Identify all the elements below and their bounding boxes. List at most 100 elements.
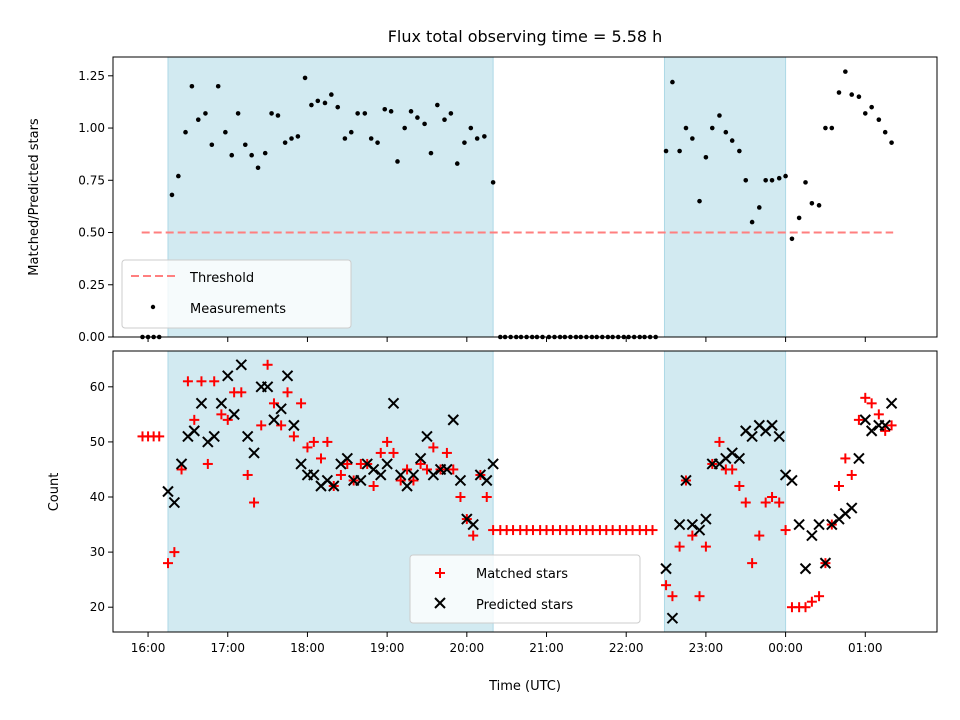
measurement-point: [382, 106, 388, 112]
predicted-star-point: [826, 518, 838, 531]
predicted-star-point: [660, 562, 672, 575]
measurement-point: [468, 125, 474, 131]
predicted-star-point: [859, 414, 871, 426]
predicted-star-point: [208, 430, 220, 443]
measurement-point: [335, 104, 341, 110]
measurement-point: [889, 140, 894, 145]
predicted-star-point: [248, 447, 260, 459]
predicted-star-point: [793, 518, 805, 531]
bottom-y-tick-label: 60: [90, 380, 105, 394]
measurement-point: [783, 173, 788, 179]
measurement-point: [709, 125, 715, 131]
top-legend: Threshold Measurements: [121, 259, 352, 329]
predicted-star-point: [885, 397, 898, 410]
matched-star-point: [754, 530, 765, 541]
matched-star-point: [242, 469, 253, 480]
top-y-tick-label: 1.25: [78, 69, 105, 83]
bottom-shaded-interval: [663, 350, 787, 633]
predicted-star-point: [188, 425, 200, 437]
measurement-point: [203, 111, 208, 116]
predicted-star-point: [680, 474, 692, 487]
measurement-point: [235, 111, 241, 116]
predicted-star-point: [414, 452, 427, 465]
measurement-point: [862, 111, 868, 116]
matched-star-point: [402, 464, 413, 475]
predicted-star-point: [819, 557, 832, 569]
matched-star-point: [846, 469, 857, 480]
legend-measurements-label: Measurements: [190, 302, 286, 317]
top-y-tick-label: 0.50: [78, 226, 105, 240]
predicted-star-point: [853, 452, 865, 465]
predicted-star-point: [487, 458, 499, 470]
matched-star-point: [408, 475, 419, 486]
matched-star-point: [774, 497, 785, 508]
matched-star-point: [202, 458, 213, 469]
measurement-point: [302, 75, 308, 81]
matched-star-point: [840, 453, 851, 464]
matched-star-point: [767, 492, 778, 503]
predicted-star-point: [295, 458, 307, 470]
x-tick-label: 01:00: [848, 641, 883, 655]
top-y-tick-label: 0.75: [78, 173, 105, 187]
matched-star-point: [421, 464, 432, 475]
measurement-point: [322, 100, 328, 106]
measurement-point: [169, 192, 175, 198]
measurement-point: [670, 79, 675, 85]
predicted-star-point: [241, 430, 254, 443]
measurement-point: [749, 219, 755, 225]
matched-star-point: [714, 436, 725, 447]
predicted-star-point: [733, 452, 746, 465]
measurement-point: [422, 121, 427, 127]
matched-star-point: [209, 376, 220, 387]
matched-star-point: [375, 447, 386, 458]
legend-threshold-label: Threshold: [189, 271, 254, 286]
matched-star-point: [262, 359, 273, 370]
bottom-legend-box: [409, 554, 641, 624]
legend-predicted-swatch: [434, 597, 446, 609]
predicted-star-point: [175, 458, 188, 470]
chart-title: Flux total observing time = 5.58 h: [388, 27, 663, 46]
matched-star-point: [866, 398, 877, 409]
predicted-star-point: [162, 485, 174, 498]
predicted-star-point: [387, 397, 400, 410]
measurement-point: [195, 117, 201, 122]
matched-star-point: [154, 431, 165, 442]
matched-star-point: [880, 425, 891, 436]
predicted-star-point: [806, 529, 818, 542]
measurement-point: [348, 129, 354, 135]
top-shaded-interval: [663, 56, 787, 338]
measurement-point: [295, 134, 301, 139]
x-tick-label: 17:00: [210, 641, 245, 655]
matched-star-point: [647, 525, 658, 536]
predicted-star-point: [726, 447, 738, 459]
top-y-axis-label: Matched/Predicted stars: [27, 118, 42, 276]
matched-star-point: [216, 409, 227, 420]
measurement-point: [697, 198, 702, 204]
legend-predicted-label: Predicted stars: [476, 598, 573, 613]
predicted-star-point: [700, 513, 712, 525]
matched-star-point: [382, 436, 393, 447]
matched-star-point: [800, 602, 811, 613]
measurement-point: [289, 136, 294, 141]
measurement-point: [375, 140, 380, 145]
measurement-point: [677, 148, 682, 154]
predicted-star-point: [467, 518, 479, 531]
measurement-point: [435, 102, 440, 108]
predicted-star-point: [746, 430, 758, 443]
measurement-point: [849, 92, 855, 97]
measurement-point: [362, 111, 368, 116]
matched-star-point: [481, 492, 492, 503]
bottom-y-tick-label: 30: [90, 545, 105, 559]
predicted-star-point: [195, 397, 208, 410]
predicted-star-point: [168, 496, 181, 509]
legend-matched-swatch: [435, 568, 445, 578]
predicted-star-point: [308, 469, 320, 481]
predicted-star-point: [673, 518, 686, 531]
x-tick-label: 19:00: [370, 641, 405, 655]
measurement-point: [249, 152, 254, 158]
x-tick-label: 21:00: [529, 641, 564, 655]
measurement-point: [490, 180, 496, 185]
measurement-point: [262, 150, 268, 156]
bottom-panel: 20 30 40 50 60 16:00 17:00 18:00 19:00 20:00 21:0…: [47, 350, 938, 694]
predicted-star-point: [375, 469, 387, 481]
